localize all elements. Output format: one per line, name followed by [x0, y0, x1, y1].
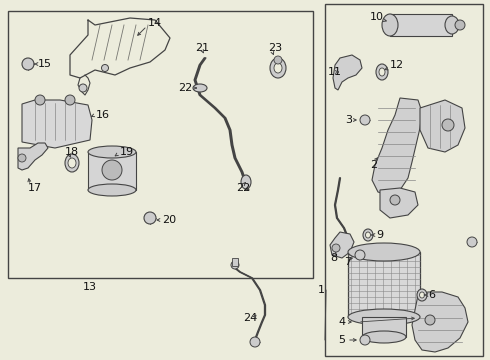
Circle shape: [455, 20, 465, 30]
Circle shape: [360, 115, 370, 125]
Circle shape: [467, 237, 477, 247]
Ellipse shape: [274, 63, 282, 73]
Bar: [325, 4, 483, 356]
Ellipse shape: [382, 14, 398, 36]
Text: 20: 20: [162, 215, 176, 225]
Text: 8: 8: [330, 253, 337, 263]
Text: 12: 12: [390, 60, 404, 70]
Circle shape: [274, 56, 282, 64]
Circle shape: [101, 64, 108, 72]
Circle shape: [250, 337, 260, 347]
Bar: [8, 11, 313, 278]
Polygon shape: [22, 100, 92, 148]
Bar: [362, 317, 406, 337]
Text: 24: 24: [243, 313, 257, 323]
Ellipse shape: [379, 68, 385, 76]
Ellipse shape: [445, 16, 459, 34]
Circle shape: [35, 95, 45, 105]
Polygon shape: [18, 143, 48, 170]
Text: 11: 11: [328, 67, 342, 77]
Text: 14: 14: [148, 18, 162, 28]
Ellipse shape: [193, 84, 207, 92]
Polygon shape: [420, 100, 465, 152]
Text: 22: 22: [178, 83, 192, 93]
Text: 6: 6: [428, 290, 435, 300]
Text: 21: 21: [195, 43, 209, 53]
Ellipse shape: [417, 289, 427, 301]
Circle shape: [425, 315, 435, 325]
Circle shape: [442, 119, 454, 131]
Text: 22: 22: [236, 183, 250, 193]
Ellipse shape: [363, 229, 373, 241]
Ellipse shape: [376, 64, 388, 80]
Text: 18: 18: [65, 147, 79, 157]
Ellipse shape: [348, 243, 420, 261]
Text: 3: 3: [345, 115, 352, 125]
Ellipse shape: [68, 158, 76, 168]
Circle shape: [22, 58, 34, 70]
Bar: [348, 252, 420, 317]
Text: 9: 9: [376, 230, 383, 240]
Polygon shape: [330, 232, 354, 258]
Ellipse shape: [88, 146, 136, 158]
Circle shape: [18, 154, 26, 162]
Bar: [232, 258, 238, 266]
Text: 23: 23: [268, 43, 282, 53]
Text: 4: 4: [338, 317, 345, 327]
Text: 7: 7: [344, 257, 351, 267]
Text: 15: 15: [38, 59, 52, 69]
Circle shape: [65, 95, 75, 105]
Bar: [390, 14, 452, 36]
Circle shape: [360, 335, 370, 345]
Ellipse shape: [88, 184, 136, 196]
Ellipse shape: [348, 309, 420, 325]
Polygon shape: [380, 188, 418, 218]
Circle shape: [231, 261, 239, 269]
Text: 10: 10: [370, 12, 384, 22]
Ellipse shape: [419, 292, 424, 298]
Ellipse shape: [241, 175, 251, 189]
Ellipse shape: [362, 331, 406, 343]
Text: 13: 13: [83, 282, 97, 292]
Ellipse shape: [270, 58, 286, 78]
Circle shape: [79, 84, 87, 92]
Ellipse shape: [65, 154, 79, 172]
Text: 2: 2: [370, 160, 377, 170]
Circle shape: [390, 195, 400, 205]
Circle shape: [332, 244, 340, 252]
Circle shape: [102, 160, 122, 180]
Circle shape: [355, 250, 365, 260]
Text: 19: 19: [120, 147, 134, 157]
Circle shape: [144, 212, 156, 224]
Polygon shape: [333, 55, 362, 90]
Polygon shape: [412, 292, 468, 352]
Text: 5: 5: [338, 335, 345, 345]
Text: 17: 17: [28, 183, 42, 193]
Text: 16: 16: [96, 110, 110, 120]
Text: 1: 1: [318, 285, 325, 295]
Bar: [88, 152, 136, 190]
Ellipse shape: [366, 232, 370, 238]
Polygon shape: [372, 98, 422, 195]
